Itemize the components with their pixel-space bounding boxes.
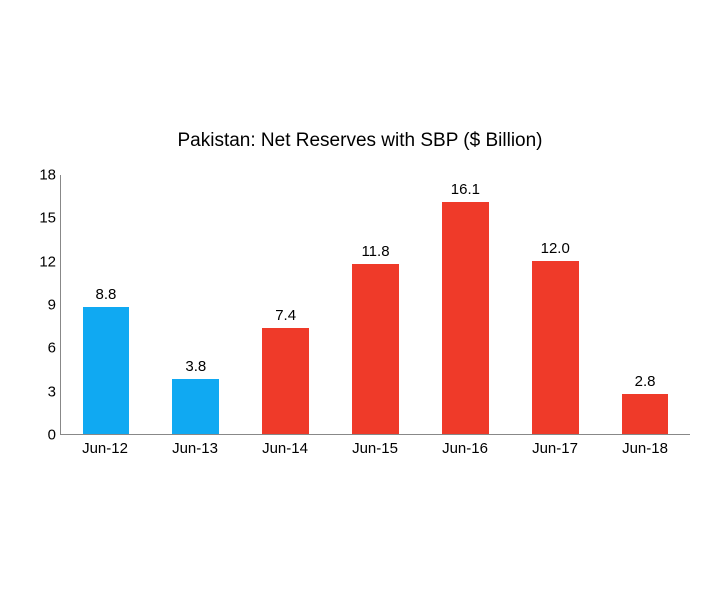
xlabel: Jun-14: [240, 440, 330, 457]
bar: [442, 202, 489, 434]
bar-value-label: 12.0: [510, 240, 600, 257]
ytick-label: 6: [20, 340, 56, 357]
bar: [262, 328, 309, 434]
bar: [172, 379, 219, 434]
reserves-bar-chart: Pakistan: Net Reserves with SBP ($ Billi…: [20, 130, 700, 490]
ytick-label: 0: [20, 427, 56, 444]
ytick-label: 18: [20, 167, 56, 184]
xlabel: Jun-13: [150, 440, 240, 457]
chart-title: Pakistan: Net Reserves with SBP ($ Billi…: [20, 130, 700, 152]
bar: [622, 394, 669, 434]
bar-value-label: 11.8: [331, 243, 421, 260]
bar-slot: 11.8: [331, 175, 421, 434]
x-axis-labels: Jun-12 Jun-13 Jun-14 Jun-15 Jun-16 Jun-1…: [60, 440, 690, 457]
xlabel: Jun-16: [420, 440, 510, 457]
bar: [83, 307, 130, 434]
xlabel: Jun-12: [60, 440, 150, 457]
plot-area: 8.8 3.8 7.4 11.8 16.1 12.0: [60, 175, 690, 435]
bar: [352, 264, 399, 434]
bar-slot: 8.8: [61, 175, 151, 434]
bar-value-label: 8.8: [61, 286, 151, 303]
ytick-label: 12: [20, 253, 56, 270]
bar-slot: 3.8: [151, 175, 241, 434]
bar-value-label: 2.8: [600, 373, 690, 390]
bar-slot: 7.4: [241, 175, 331, 434]
bar-slot: 2.8: [600, 175, 690, 434]
bar-slot: 16.1: [420, 175, 510, 434]
ytick-label: 9: [20, 297, 56, 314]
xlabel: Jun-15: [330, 440, 420, 457]
xlabel: Jun-18: [600, 440, 690, 457]
bar: [532, 261, 579, 434]
bars-container: 8.8 3.8 7.4 11.8 16.1 12.0: [61, 175, 690, 434]
bar-value-label: 3.8: [151, 358, 241, 375]
bar-slot: 12.0: [510, 175, 600, 434]
bar-value-label: 16.1: [420, 181, 510, 198]
xlabel: Jun-17: [510, 440, 600, 457]
ytick-label: 15: [20, 210, 56, 227]
bar-value-label: 7.4: [241, 307, 331, 324]
ytick-label: 3: [20, 383, 56, 400]
